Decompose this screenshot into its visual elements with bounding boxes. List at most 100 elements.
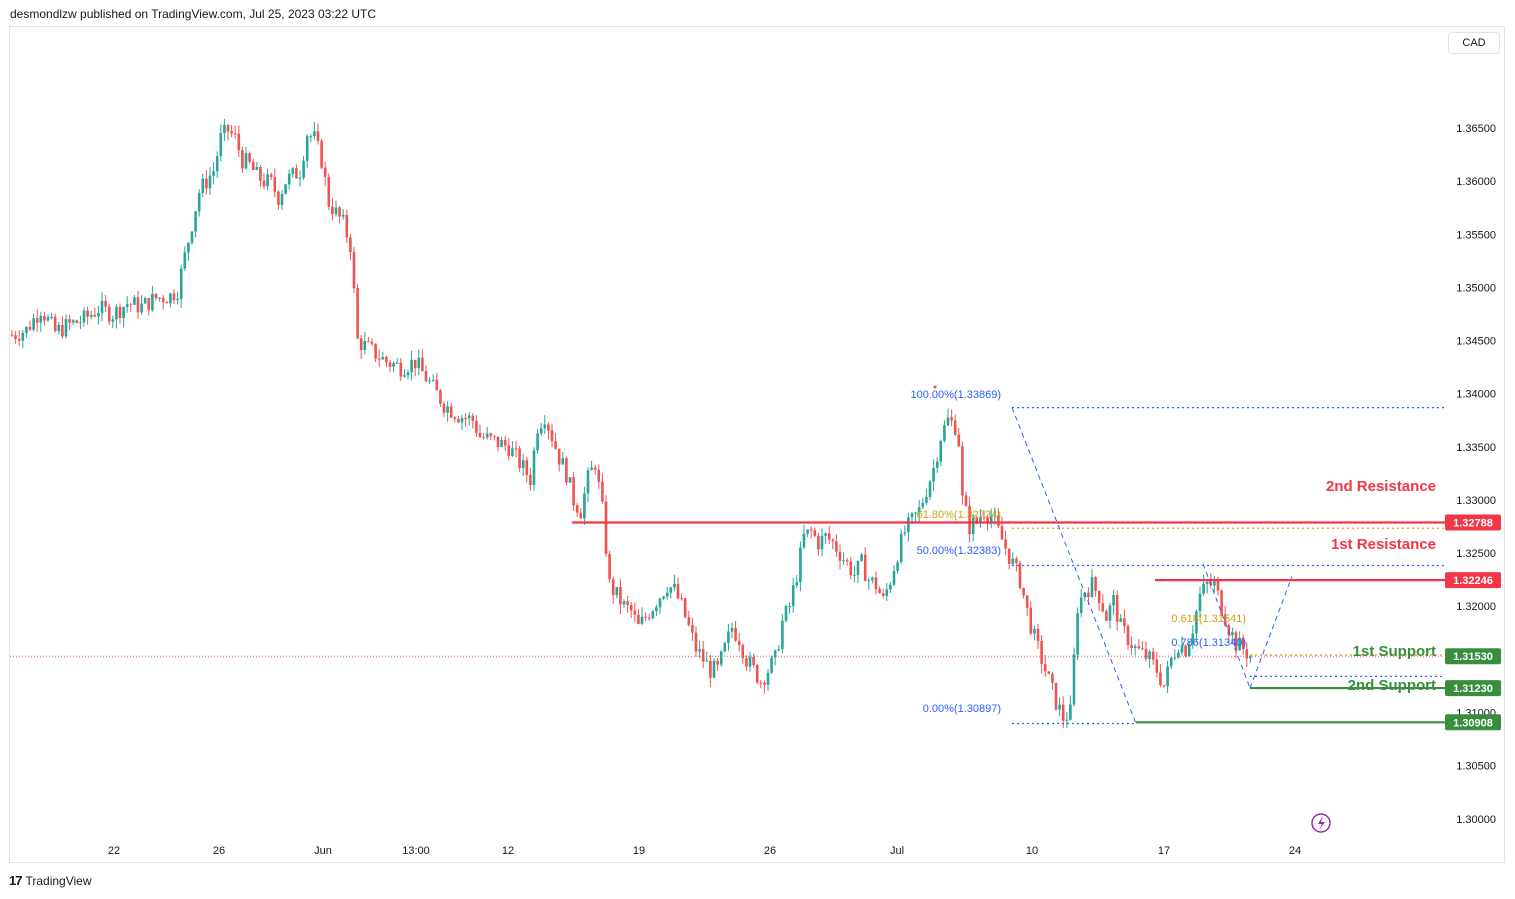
candle-body <box>417 357 421 369</box>
candle-body <box>201 178 205 193</box>
candle-body <box>331 206 334 215</box>
candle-body <box>629 604 633 611</box>
candle-body <box>53 316 57 332</box>
candle-body <box>935 461 939 468</box>
candle-body <box>291 168 295 174</box>
candle-body <box>86 310 89 317</box>
candle-body <box>604 501 608 554</box>
candle-body <box>1061 704 1065 721</box>
candle-body <box>716 660 719 665</box>
candle-body <box>208 175 212 189</box>
candle-body <box>752 657 755 665</box>
candle-body <box>1112 594 1115 606</box>
candle-body <box>669 587 673 593</box>
x-tick-label: 26 <box>764 845 776 857</box>
candle-body <box>1223 614 1227 626</box>
candle-body <box>615 587 619 596</box>
candle-body <box>597 469 601 482</box>
candle-body <box>259 167 262 181</box>
candle-body <box>1162 684 1166 687</box>
candle-body <box>197 192 201 212</box>
currency-button[interactable]: CAD <box>1448 32 1500 54</box>
candle-body <box>140 303 143 313</box>
candle-body <box>363 340 367 351</box>
candle-body <box>442 403 446 413</box>
candle-body <box>230 131 233 134</box>
candle-body <box>1202 583 1205 594</box>
y-tick-label: 1.36000 <box>1456 176 1496 188</box>
candle-body <box>1213 581 1216 586</box>
candle-body <box>266 174 269 187</box>
candle-body <box>1108 605 1112 621</box>
candle-body <box>25 326 28 333</box>
candle-body <box>349 237 352 253</box>
level-label: 1st Support <box>1353 643 1436 660</box>
candle-body <box>241 150 244 169</box>
candle-body <box>601 481 604 502</box>
candle-body <box>579 512 583 519</box>
candle-body <box>863 554 867 581</box>
candle-body <box>903 532 907 534</box>
candle-body <box>205 178 208 189</box>
candle-body <box>1231 632 1234 635</box>
candle-body <box>475 420 478 433</box>
candle-body <box>489 433 493 436</box>
candle-body <box>295 168 298 179</box>
fib-anchor-dot <box>933 385 937 389</box>
candle-body <box>1015 558 1018 563</box>
price-badge <box>1445 572 1501 589</box>
candle-body <box>835 541 838 552</box>
candle-body <box>633 610 637 615</box>
candle-body <box>1220 590 1223 615</box>
candle-body <box>953 420 957 435</box>
candle-body <box>370 341 374 344</box>
candle-body <box>320 140 323 168</box>
candle-body <box>1047 671 1051 674</box>
candle-body <box>464 417 467 419</box>
candle-body <box>143 298 147 304</box>
candle-body <box>169 293 172 304</box>
fib-label: 0.00%(1.30897) <box>923 703 1001 715</box>
candle-body <box>842 560 845 562</box>
candle-body <box>327 176 331 207</box>
candle-body <box>943 425 946 441</box>
candle-body <box>971 517 975 535</box>
candle-body <box>1159 672 1162 685</box>
candle-body <box>223 124 226 134</box>
tradingview-brand: TradingView <box>25 873 92 888</box>
candle-body <box>471 415 475 421</box>
candle-body <box>691 624 694 633</box>
price-badge-label: 1.32788 <box>1453 517 1493 529</box>
candle-body <box>446 406 449 413</box>
candle-body <box>910 513 914 518</box>
candle-body <box>899 533 903 563</box>
candle-body <box>399 362 403 377</box>
candle-body <box>1119 618 1123 622</box>
candle-body <box>125 304 129 308</box>
candle-body <box>1130 644 1133 648</box>
candle-body <box>75 320 79 323</box>
candle-body <box>1205 582 1209 584</box>
candle-body <box>586 470 590 494</box>
candle-body <box>730 628 734 632</box>
x-tick-label: Jun <box>314 845 332 857</box>
candle-body <box>485 433 489 438</box>
candle-body <box>1141 648 1144 650</box>
candle-body <box>367 340 370 342</box>
candle-body <box>1083 592 1087 598</box>
candle-body <box>496 436 500 447</box>
candle-body <box>644 616 647 618</box>
candle-body <box>1090 577 1094 597</box>
tradingview-footer[interactable]: 17 TradingView <box>9 873 92 888</box>
candle-body <box>777 649 781 651</box>
candle-body <box>979 517 982 522</box>
candle-body <box>784 606 788 621</box>
candle-body <box>115 306 118 320</box>
candle-body <box>529 475 532 486</box>
candle-body <box>179 268 183 299</box>
candle-body <box>1177 652 1180 658</box>
candle-body <box>860 554 863 561</box>
candle-body <box>403 375 406 377</box>
candle-body <box>406 372 410 376</box>
